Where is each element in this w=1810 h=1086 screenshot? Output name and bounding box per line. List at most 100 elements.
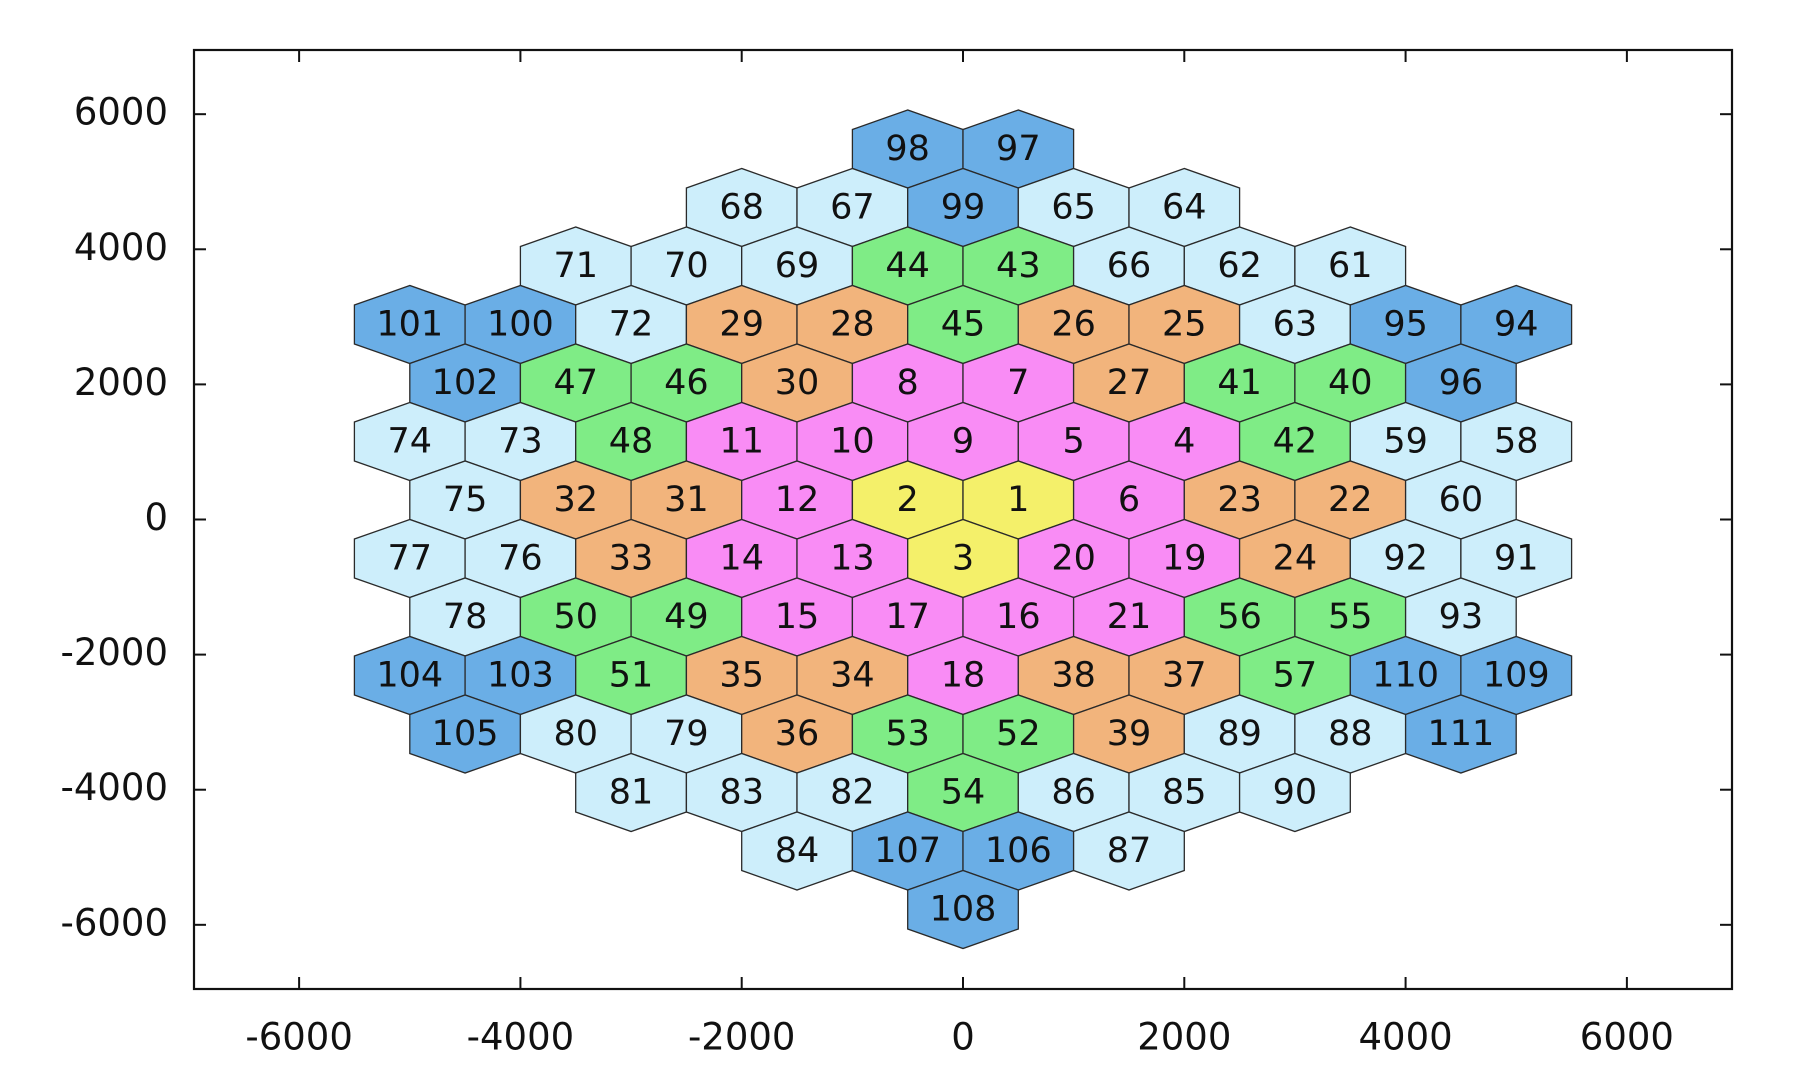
cell-label: 14 <box>719 538 764 578</box>
y-tick-label: 2000 <box>74 361 168 404</box>
cell-label: 61 <box>1328 246 1373 286</box>
cell-label: 83 <box>719 772 764 812</box>
cell-label: 43 <box>996 246 1041 286</box>
cell-label: 47 <box>553 363 598 403</box>
cell-label: 94 <box>1494 304 1539 344</box>
cell-label: 57 <box>1273 655 1318 695</box>
cell-label: 3 <box>952 538 974 578</box>
x-tick-label: 4000 <box>1359 1016 1453 1059</box>
cell-label: 111 <box>1428 714 1495 754</box>
cell-label: 50 <box>553 597 598 637</box>
cell-label: 82 <box>830 772 875 812</box>
cell-label: 15 <box>775 597 820 637</box>
cell-label: 11 <box>719 421 764 461</box>
cell-label: 20 <box>1051 538 1096 578</box>
cell-label: 23 <box>1217 480 1262 520</box>
cell-label: 26 <box>1051 304 1096 344</box>
cell-label: 56 <box>1217 597 1262 637</box>
cell-label: 110 <box>1372 655 1439 695</box>
cell-label: 99 <box>941 187 986 227</box>
y-tick-label: 0 <box>144 496 168 539</box>
cell-label: 101 <box>376 304 443 344</box>
cell-label: 86 <box>1051 772 1096 812</box>
cell-label: 109 <box>1483 655 1550 695</box>
cell-label: 81 <box>609 772 654 812</box>
cell-label: 54 <box>941 772 986 812</box>
cell-label: 105 <box>432 714 499 754</box>
cell-label: 51 <box>609 655 654 695</box>
cell-label: 85 <box>1162 772 1207 812</box>
cell-label: 32 <box>553 480 598 520</box>
cell-label: 24 <box>1273 538 1318 578</box>
cell-label: 4 <box>1173 421 1195 461</box>
y-tick-label: -4000 <box>60 766 168 809</box>
cell-label: 71 <box>553 246 598 286</box>
cell-label: 97 <box>996 129 1041 169</box>
cell-label: 8 <box>897 363 919 403</box>
x-tick-label: -4000 <box>467 1016 575 1059</box>
cell-label: 106 <box>985 831 1052 871</box>
cell-label: 60 <box>1439 480 1484 520</box>
hex-cell <box>1072 811 1185 891</box>
axes: -6000 -4000 -2000 0 2000 4000 6000 -6000 -4000 -2… <box>60 48 1734 1059</box>
cell-label: 66 <box>1107 246 1152 286</box>
cell-label: 5 <box>1063 421 1085 461</box>
cell-label: 18 <box>941 655 986 695</box>
cell-label: 96 <box>1439 363 1484 403</box>
cell-label: 46 <box>664 363 709 403</box>
cell-label: 44 <box>885 246 930 286</box>
cell-label: 41 <box>1217 363 1262 403</box>
cells <box>353 109 1573 950</box>
cell-label: 1 <box>1007 480 1029 520</box>
cell-label: 78 <box>443 597 488 637</box>
cell-label: 9 <box>952 421 974 461</box>
cell-label: 62 <box>1217 246 1262 286</box>
hex-cell <box>1404 694 1517 774</box>
cell-label: 79 <box>664 714 709 754</box>
cell-label: 72 <box>609 304 654 344</box>
y-tick-label: -2000 <box>60 631 168 674</box>
cell-label: 77 <box>387 538 432 578</box>
cell-label: 68 <box>719 187 764 227</box>
cell-label: 65 <box>1051 187 1096 227</box>
cell-label: 88 <box>1328 714 1373 754</box>
cell-label: 91 <box>1494 538 1539 578</box>
cell-label: 25 <box>1162 304 1207 344</box>
cell-label: 33 <box>609 538 654 578</box>
cell-label: 103 <box>487 655 554 695</box>
cell-label: 95 <box>1383 304 1428 344</box>
cell-label: 17 <box>885 597 930 637</box>
hex-cell <box>1238 752 1351 833</box>
cell-label: 55 <box>1328 597 1373 637</box>
cell-label: 31 <box>664 480 709 520</box>
cell-label: 73 <box>498 421 543 461</box>
cell-label: 64 <box>1162 187 1207 227</box>
y-tick-label: -6000 <box>60 901 168 944</box>
cell-label: 27 <box>1107 363 1152 403</box>
cell-label: 69 <box>775 246 820 286</box>
cell-label: 49 <box>664 597 709 637</box>
x-tick-label: 2000 <box>1137 1016 1231 1059</box>
cell-label: 35 <box>719 655 764 695</box>
cell-label: 2 <box>897 480 919 520</box>
cell-label: 80 <box>553 714 598 754</box>
cell-label: 70 <box>664 246 709 286</box>
cell-label: 98 <box>885 129 930 169</box>
cell-label: 7 <box>1007 363 1029 403</box>
cell-label: 63 <box>1273 304 1318 344</box>
cell-label: 10 <box>830 421 875 461</box>
cell-label: 45 <box>941 304 986 344</box>
cell-label: 28 <box>830 304 875 344</box>
cell-label: 21 <box>1107 597 1152 637</box>
x-tick-label: -6000 <box>245 1016 353 1059</box>
cell-label: 42 <box>1273 421 1318 461</box>
cell-label: 100 <box>487 304 554 344</box>
x-tick-label: 6000 <box>1580 1016 1674 1059</box>
y-tick-label: 6000 <box>74 91 168 134</box>
cell-label: 12 <box>775 480 820 520</box>
cell-label: 39 <box>1107 714 1152 754</box>
cell-label: 107 <box>874 831 941 871</box>
